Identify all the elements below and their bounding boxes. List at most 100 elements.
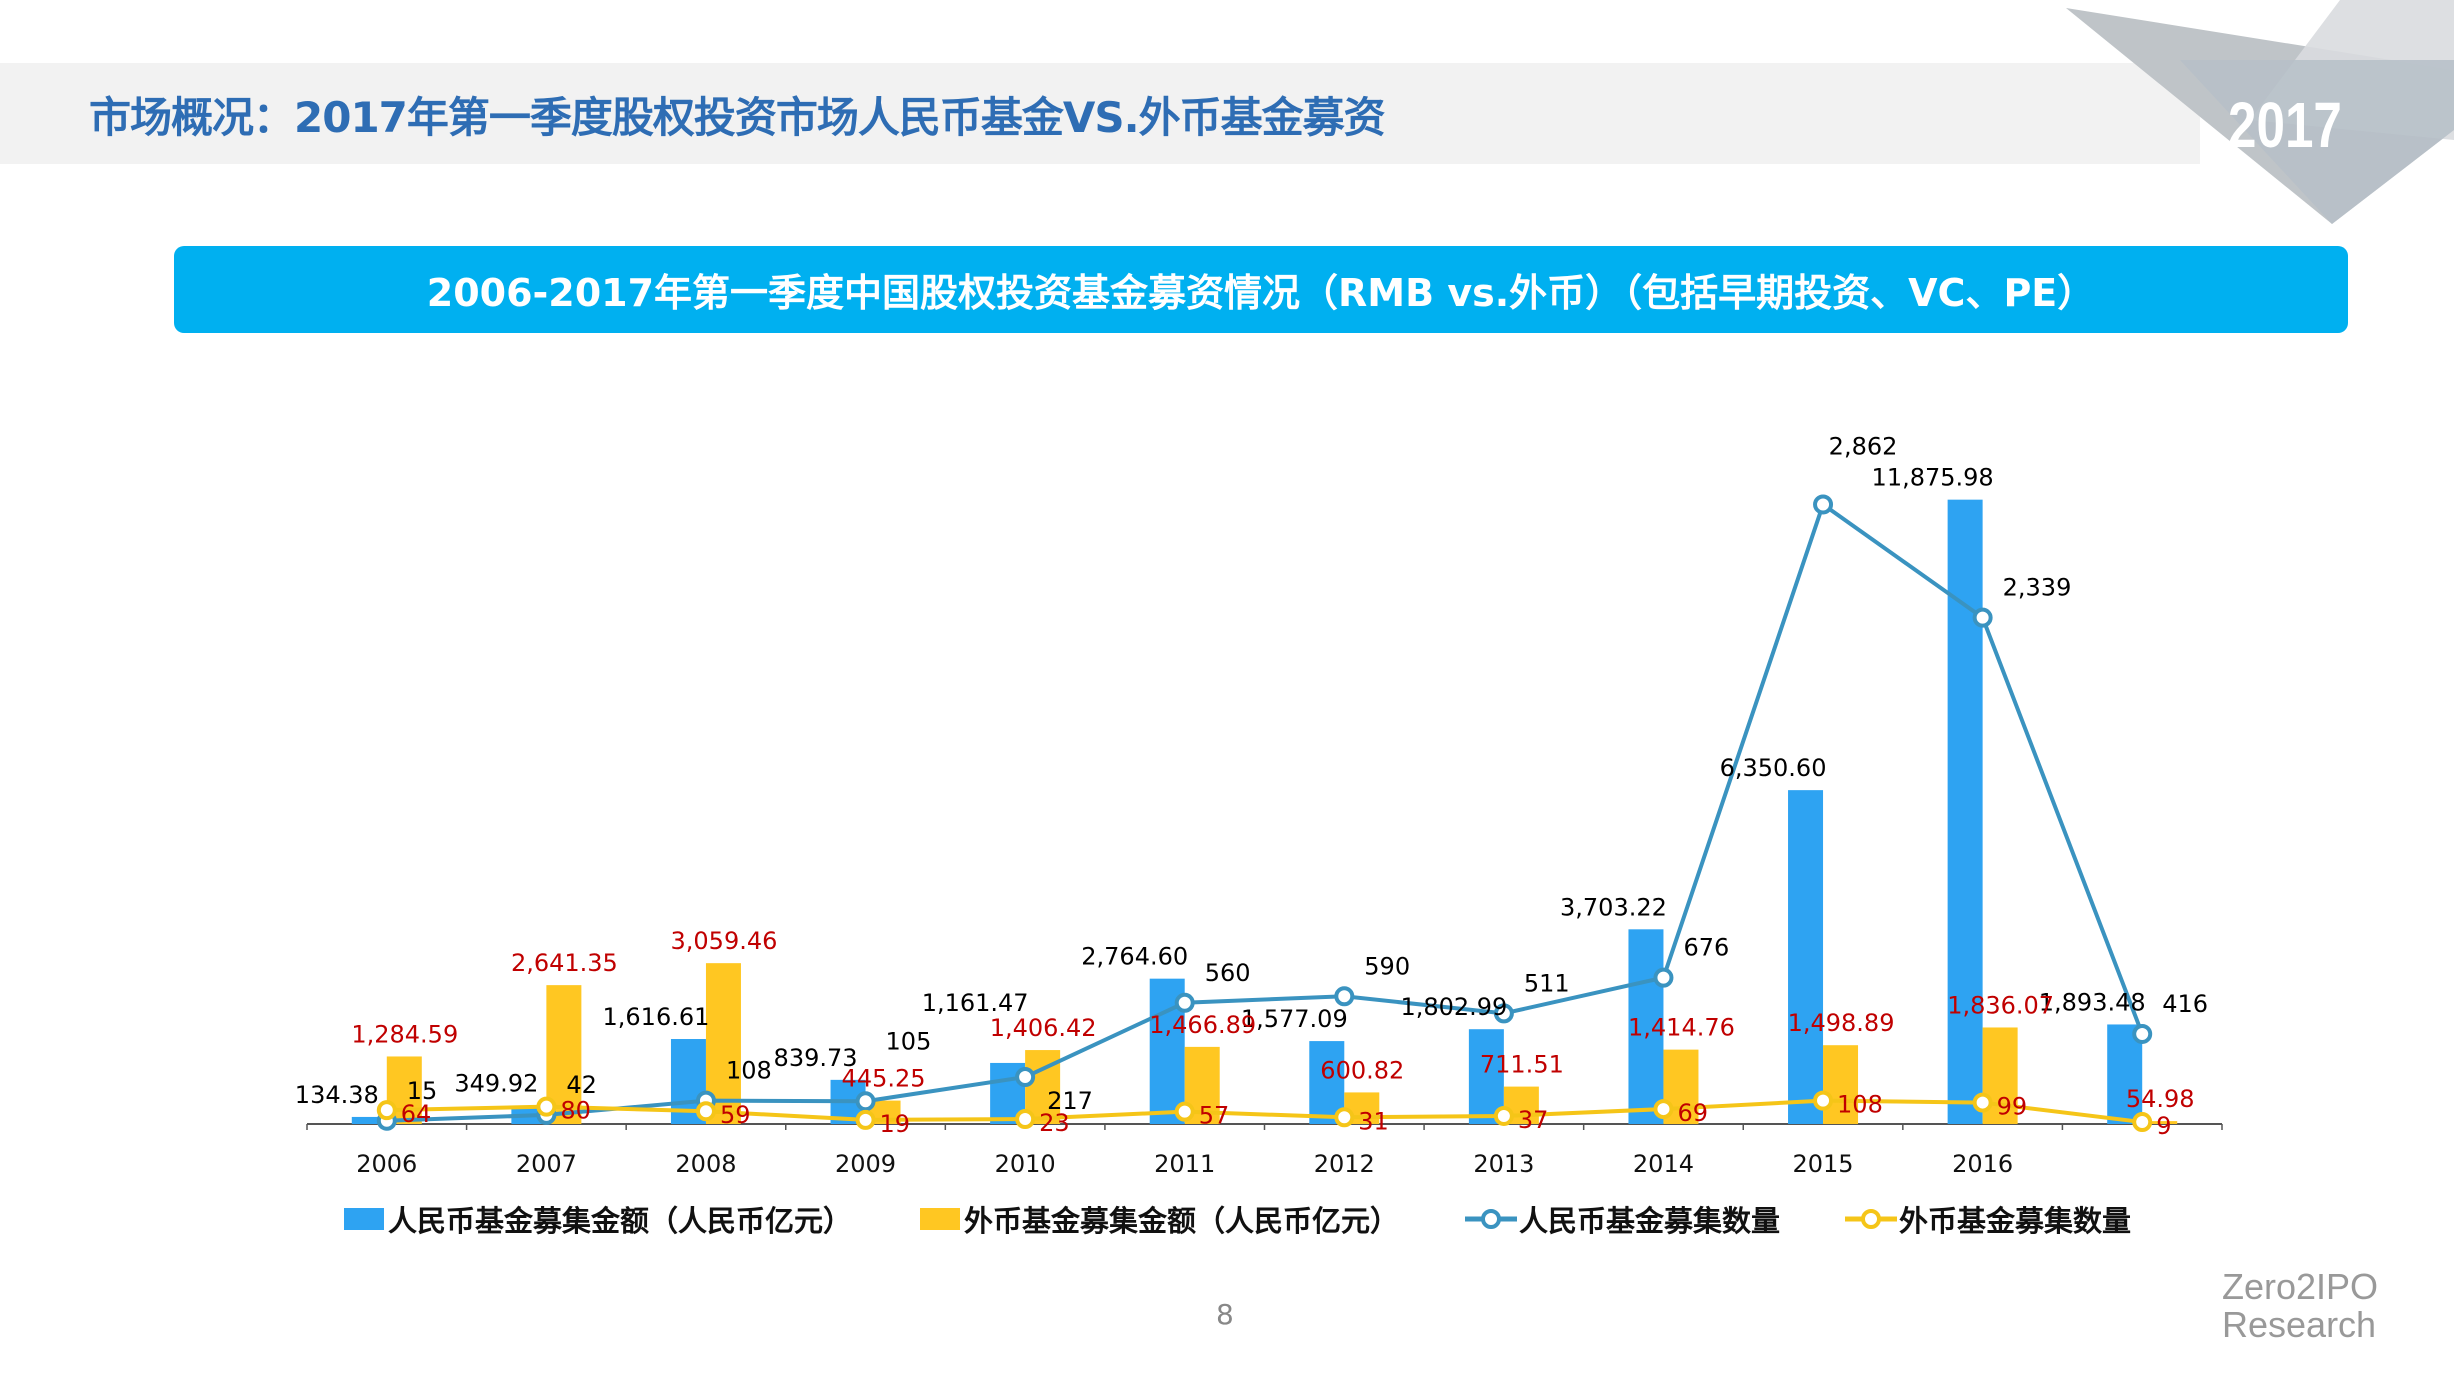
x-tick-label: 2010 bbox=[995, 1150, 1056, 1178]
legend-item-fx-amount: 外币基金募集金额（人民币亿元） bbox=[920, 1198, 1399, 1240]
data-label-rmb-amount: 6,350.60 bbox=[1720, 754, 1827, 782]
data-label-fx-count: 69 bbox=[1677, 1099, 1708, 1127]
x-tick-label: 2006 bbox=[356, 1150, 417, 1178]
data-label-fx-amount: 1,498.89 bbox=[1788, 1009, 1895, 1037]
x-tick-label: 2011 bbox=[1154, 1150, 1215, 1178]
chart: 2006 2007 2008 2009 2010 2011 2012 2013 2014 2015… bbox=[295, 432, 2223, 1178]
data-label-fx-amount: 1,414.76 bbox=[1628, 1014, 1735, 1042]
logo-line1: Zero2IPO bbox=[2222, 1266, 2379, 1307]
rmb-count-point bbox=[1653, 967, 1674, 988]
data-label-rmb-count: 105 bbox=[886, 1027, 932, 1055]
fx-count-line bbox=[386, 1098, 2143, 1125]
bar-fx-amount bbox=[1823, 1045, 1859, 1124]
bar-rmb-amount bbox=[351, 1116, 387, 1124]
data-label-rmb-amount: 134.38 bbox=[295, 1081, 379, 1109]
fx-count-point bbox=[2132, 1112, 2153, 1133]
data-label-rmb-count: 108 bbox=[726, 1057, 772, 1085]
rmb-count-point bbox=[1174, 992, 1195, 1013]
rmb-count-point bbox=[1015, 1067, 1036, 1088]
x-tick-label: 2007 bbox=[516, 1150, 577, 1178]
data-label-fx-amount: 445.25 bbox=[842, 1065, 926, 1093]
logo-line2: Research bbox=[2222, 1304, 2377, 1345]
legend-item-rmb-amount: 人民币基金募集金额（人民币亿元） bbox=[344, 1198, 852, 1240]
data-label-fx-count: 64 bbox=[401, 1100, 432, 1128]
bar-fx-amount bbox=[2142, 1121, 2178, 1124]
data-label-rmb-amount: 1,616.61 bbox=[603, 1003, 710, 1031]
data-label-rmb-amount: 3,703.22 bbox=[1560, 893, 1667, 921]
legend-item-fx-count: 外币基金募集数量 bbox=[1843, 1198, 2131, 1240]
rmb-count-point bbox=[1813, 494, 1834, 515]
data-label-fx-count: 23 bbox=[1039, 1109, 1070, 1137]
data-label-fx-count: 9 bbox=[2156, 1112, 2171, 1140]
fx-count-point bbox=[1174, 1101, 1195, 1122]
zero2ipo-logo: Zero2IPO Research bbox=[2222, 1268, 2378, 1344]
fx-count-point bbox=[1972, 1092, 1993, 1113]
data-label-fx-amount: 711.51 bbox=[1480, 1051, 1564, 1079]
data-label-rmb-count: 15 bbox=[407, 1077, 438, 1105]
data-label-fx-amount: 1,284.59 bbox=[351, 1020, 458, 1048]
data-label-fx-count: 37 bbox=[1518, 1106, 1549, 1134]
legend-label: 外币基金募集金额（人民币亿元） bbox=[964, 1204, 1400, 1238]
data-label-fx-count: 19 bbox=[880, 1110, 911, 1138]
data-label-rmb-amount: 1,161.47 bbox=[922, 989, 1029, 1017]
data-label-fx-amount: 1,836.07 bbox=[1947, 991, 2054, 1019]
page-title: 市场概况：2017年第一季度股权投资市场人民币基金VS.外币基金募资 bbox=[89, 93, 1386, 142]
fx-count-point bbox=[536, 1096, 557, 1117]
data-label-rmb-amount: 2,764.60 bbox=[1081, 943, 1188, 971]
data-label-rmb-count: 511 bbox=[1524, 969, 1570, 997]
legend-swatch-fx-amount bbox=[920, 1208, 960, 1230]
legend-label: 人民币基金募集金额（人民币亿元） bbox=[388, 1204, 853, 1238]
chart-title: 2006-2017年第一季度中国股权投资基金募资情况（RMB vs.外币）（包括… bbox=[426, 271, 2096, 315]
legend-swatch-rmb-amount bbox=[344, 1208, 384, 1230]
data-label-rmb-count: 42 bbox=[566, 1071, 597, 1099]
data-label-fx-count: 57 bbox=[1199, 1102, 1230, 1130]
x-tick-label: 2016 bbox=[1952, 1150, 2013, 1178]
x-tick-label: 2013 bbox=[1473, 1150, 1534, 1178]
fx-count-point bbox=[1334, 1107, 1355, 1128]
header-band bbox=[0, 63, 2200, 164]
rmb-count-point bbox=[855, 1091, 876, 1112]
rmb-count-point bbox=[1972, 607, 1993, 628]
chart-title-banner: 2006-2017年第一季度中国股权投资基金募资情况（RMB vs.外币）（包括… bbox=[174, 246, 2348, 333]
fx-count-point bbox=[695, 1101, 716, 1122]
data-label-rmb-amount: 839.73 bbox=[774, 1044, 858, 1072]
data-label-rmb-amount: 1,577.09 bbox=[1241, 1005, 1348, 1033]
data-label-fx-count: 108 bbox=[1837, 1091, 1883, 1119]
data-label-rmb-count: 217 bbox=[1047, 1087, 1093, 1115]
rmb-count-point bbox=[1334, 986, 1355, 1007]
data-label-fx-amount: 600.82 bbox=[1320, 1056, 1404, 1084]
data-label-fx-count: 80 bbox=[560, 1097, 591, 1125]
data-label-fx-count: 31 bbox=[1358, 1107, 1389, 1135]
fx-count-point bbox=[1653, 1099, 1674, 1120]
bar-rmb-amount bbox=[1947, 499, 1983, 1124]
data-label-rmb-count: 2,862 bbox=[1829, 432, 1898, 460]
data-label-fx-amount: 1,406.42 bbox=[990, 1014, 1097, 1042]
data-label-rmb-count: 590 bbox=[1364, 952, 1410, 980]
data-label-rmb-amount: 1,893.48 bbox=[2039, 988, 2146, 1016]
legend: 人民币基金募集金额（人民币亿元） 外币基金募集金额（人民币亿元） 人民币基金募集… bbox=[0, 1198, 2454, 1242]
legend-label: 外币基金募集数量 bbox=[1899, 1204, 2132, 1238]
fx-count-point bbox=[1015, 1109, 1036, 1130]
x-tick-label: 2009 bbox=[835, 1150, 896, 1178]
rmb-count-point bbox=[1493, 1003, 1514, 1024]
data-label-fx-amount: 1,466.89 bbox=[1149, 1011, 1256, 1039]
data-label-fx-amount: 3,059.46 bbox=[671, 927, 778, 955]
data-label-fx-count: 59 bbox=[720, 1101, 751, 1129]
corner-decoration bbox=[2066, 0, 2454, 224]
data-label-fx-amount: 2,641.35 bbox=[511, 949, 618, 977]
data-label-rmb-amount: 1,802.99 bbox=[1400, 993, 1507, 1021]
data-label-fx-count: 99 bbox=[1997, 1093, 2028, 1121]
x-tick-label: 2015 bbox=[1793, 1150, 1854, 1178]
x-tick-label: 2012 bbox=[1314, 1150, 1375, 1178]
legend-marker-rmb-count bbox=[1465, 1209, 1517, 1229]
year-badge: 2017 bbox=[2228, 89, 2342, 161]
x-tick-label: 2014 bbox=[1633, 1150, 1694, 1178]
fx-count-point bbox=[1493, 1105, 1514, 1126]
rmb-count-line bbox=[386, 501, 2145, 1123]
data-label-rmb-amount: 349.92 bbox=[454, 1070, 538, 1098]
legend-marker-fx-count bbox=[1845, 1209, 1897, 1229]
data-label-rmb-count: 416 bbox=[2162, 990, 2208, 1018]
data-label-fx-amount: 54.98 bbox=[2126, 1085, 2195, 1113]
legend-label: 人民币基金募集数量 bbox=[1519, 1204, 1781, 1238]
data-label-rmb-count: 560 bbox=[1205, 959, 1251, 987]
